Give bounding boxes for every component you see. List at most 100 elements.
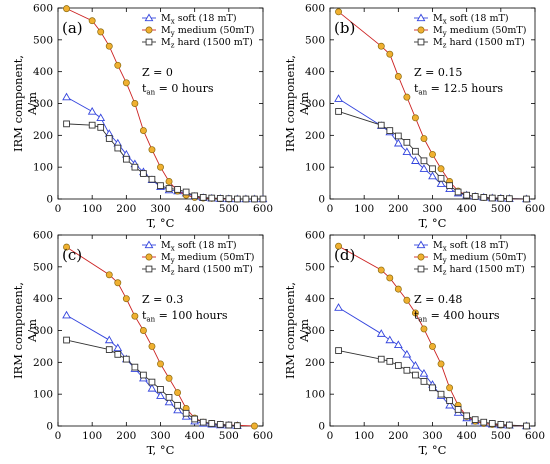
x-tick-label: 0	[55, 203, 62, 215]
x-tick-label: 500	[219, 203, 239, 215]
legend-marker-soft	[144, 240, 154, 249]
point-hard	[446, 182, 453, 189]
legend-marker-medium	[145, 26, 153, 34]
point-medium	[446, 384, 454, 392]
y-tick-label: 400	[33, 293, 53, 305]
point-hard	[523, 195, 530, 203]
point-hard	[174, 186, 181, 193]
point-medium	[386, 50, 394, 58]
point-soft	[411, 156, 420, 164]
point-hard	[454, 406, 462, 413]
point-hard	[446, 397, 453, 404]
x-tick-label: 600	[525, 203, 545, 215]
y-tick-label: 100	[305, 162, 325, 174]
point-medium	[157, 163, 164, 171]
legend-entry-medium: My medium (50mT)	[161, 252, 254, 265]
chart-panel-1: 0 100 200 300 400 500 600 0 100 200 300 400 500 600 T,…	[11, 3, 273, 231]
point-hard	[114, 351, 122, 358]
panel-label: (b)	[334, 19, 355, 37]
point-medium	[122, 295, 130, 303]
point-hard	[394, 362, 402, 369]
point-hard	[242, 195, 250, 203]
x-tick-label: 100	[82, 430, 102, 442]
chart-panel-2: 0 100 200 300 400 500 600 0 100 200 300 400 500 600 T,…	[283, 3, 545, 231]
point-hard	[403, 138, 411, 146]
series-line-soft	[66, 96, 263, 200]
y-axis-label-line1: IRM component,	[11, 55, 25, 152]
x-tick-label: 400	[185, 203, 205, 215]
x-tick-label: 300	[150, 203, 170, 215]
point-hard	[208, 420, 216, 427]
x-tick-label: 0	[327, 203, 334, 215]
x-tick-label: 100	[354, 430, 374, 442]
y-tick-label: 600	[33, 3, 53, 15]
point-medium	[411, 309, 419, 317]
point-medium	[114, 279, 122, 287]
y-tick-label: 300	[33, 325, 53, 337]
point-hard	[105, 346, 113, 353]
x-tick-label: 200	[116, 203, 136, 215]
y-tick-label: 200	[33, 357, 53, 369]
x-tick-label: 300	[150, 430, 170, 442]
point-hard	[420, 378, 428, 385]
point-hard	[437, 174, 445, 182]
point-medium	[139, 127, 147, 135]
y-tick-label: 500	[33, 34, 53, 46]
point-hard	[225, 421, 233, 429]
point-hard	[165, 394, 173, 401]
series-soft	[334, 94, 531, 203]
point-hard	[165, 185, 173, 192]
point-hard	[63, 336, 70, 344]
series-hard	[63, 336, 241, 430]
series-soft	[62, 310, 242, 429]
point-medium	[114, 61, 122, 69]
x-tick-label: 200	[388, 203, 408, 215]
point-hard	[497, 195, 505, 202]
point-hard	[386, 127, 394, 134]
point-soft	[385, 335, 395, 344]
legend-marker-soft	[416, 13, 426, 22]
point-soft	[164, 397, 174, 406]
point-medium	[403, 296, 411, 304]
y-axis-label-line1: IRM component,	[283, 55, 297, 152]
point-hard	[191, 192, 199, 200]
point-hard	[437, 390, 445, 398]
point-medium	[420, 325, 428, 333]
legend-marker-soft	[416, 240, 426, 249]
x-tick-label: 100	[354, 203, 374, 215]
point-hard	[429, 384, 436, 392]
legend-entry-medium: My medium (50mT)	[161, 25, 254, 38]
legend-entry-soft: Mx soft (18 mT)	[433, 13, 509, 26]
point-soft	[173, 405, 182, 414]
y-tick-label: 300	[305, 98, 325, 110]
point-medium	[386, 274, 394, 282]
point-medium	[88, 17, 96, 25]
annotation-tan: tan = 12.5 hours	[414, 82, 503, 97]
annotation-tan: tan = 400 hours	[414, 309, 500, 324]
x-axis-label: T, °C	[419, 216, 447, 230]
y-axis-label-line2: A/m	[25, 319, 39, 343]
point-soft	[376, 329, 386, 337]
point-hard	[182, 188, 190, 196]
series-hard	[335, 108, 530, 203]
x-tick-label: 400	[185, 430, 205, 442]
point-hard	[377, 355, 385, 363]
annotation-tan: tan = 100 hours	[142, 309, 228, 324]
legend-entry-hard: Mz hard (1500 mT)	[433, 264, 525, 277]
point-medium	[105, 42, 113, 50]
point-medium	[403, 93, 411, 101]
y-tick-label: 0	[318, 194, 325, 206]
y-tick-label: 0	[318, 421, 325, 433]
y-tick-label: 600	[33, 230, 53, 242]
point-medium	[165, 374, 173, 382]
annotation-z: Z = 0.48	[414, 293, 462, 306]
y-tick-label: 0	[46, 194, 53, 206]
point-hard	[234, 422, 241, 430]
point-hard	[463, 191, 471, 199]
point-hard	[471, 193, 479, 200]
point-hard	[454, 188, 462, 196]
point-hard	[114, 144, 122, 152]
x-tick-label: 200	[116, 430, 136, 442]
